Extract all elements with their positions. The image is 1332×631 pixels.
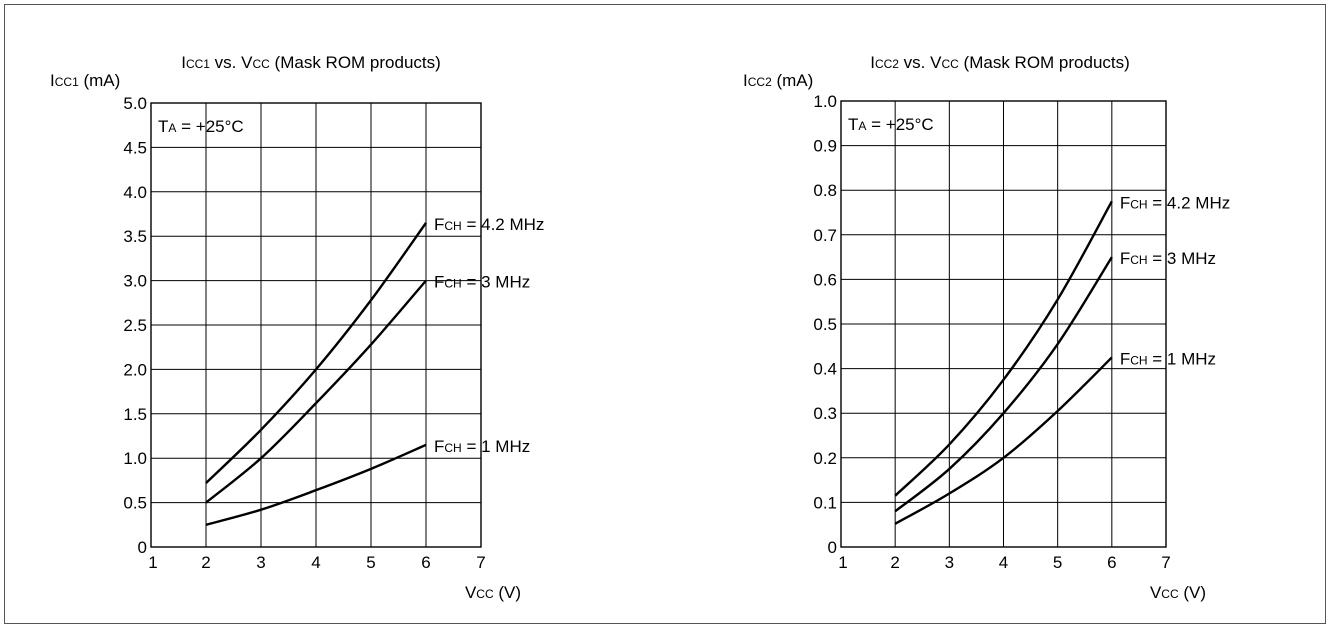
series-label: FCH = 4.2 MHz bbox=[1120, 193, 1230, 212]
x-axis-label: VCC (V) bbox=[1150, 583, 1206, 602]
x-axis-label: VCC (V) bbox=[465, 583, 521, 602]
y-tick-label: 0.5 bbox=[123, 494, 147, 513]
y-tick-label: 3.0 bbox=[123, 272, 147, 291]
condition-label: TA = +25°C bbox=[158, 117, 244, 136]
y-axis-label: ICC1 (mA) bbox=[50, 71, 120, 90]
y-tick-label: 0.7 bbox=[813, 226, 837, 245]
y-tick-label: 5.0 bbox=[123, 94, 147, 113]
series-label: FCH = 1 MHz bbox=[1120, 349, 1216, 368]
series-line bbox=[894, 200, 1113, 497]
x-tick-label: 7 bbox=[1161, 553, 1170, 572]
x-tick-label: 3 bbox=[256, 553, 265, 572]
y-tick-label: 1.5 bbox=[123, 405, 147, 424]
y-tick-label: 0.3 bbox=[813, 404, 837, 423]
x-tick-label: 2 bbox=[201, 553, 210, 572]
x-tick-label: 5 bbox=[1053, 553, 1062, 572]
y-tick-label: 0 bbox=[828, 538, 837, 557]
x-tick-label: 5 bbox=[366, 553, 375, 572]
x-tick-label: 4 bbox=[999, 553, 1008, 572]
condition-label: TA = +25°C bbox=[848, 115, 934, 134]
series-line bbox=[205, 443, 427, 526]
x-tick-label: 2 bbox=[890, 553, 899, 572]
series-label: FCH = 1 MHz bbox=[434, 437, 530, 456]
y-tick-label: 4.0 bbox=[123, 183, 147, 202]
x-tick-label: 3 bbox=[945, 553, 954, 572]
plot-area bbox=[150, 102, 482, 548]
x-tick-label: 4 bbox=[311, 553, 320, 572]
y-tick-label: 3.5 bbox=[123, 227, 147, 246]
x-tick-label: 1 bbox=[838, 553, 847, 572]
y-tick-label: 0.8 bbox=[813, 181, 837, 200]
chart-title: ICC2 vs. VCC (Mask ROM products) bbox=[870, 53, 1130, 72]
y-tick-label: 0.2 bbox=[813, 449, 837, 468]
y-tick-label: 0.9 bbox=[813, 137, 837, 156]
series-label: FCH = 4.2 MHz bbox=[434, 215, 544, 234]
series-label: FCH = 3 MHz bbox=[434, 273, 530, 292]
y-tick-label: 0.5 bbox=[813, 315, 837, 334]
series-line bbox=[894, 256, 1113, 513]
figure-frame bbox=[4, 4, 1326, 624]
y-tick-label: 2.0 bbox=[123, 360, 147, 379]
series-label: FCH = 3 MHz bbox=[1120, 249, 1216, 268]
y-tick-label: 2.5 bbox=[123, 316, 147, 335]
y-tick-label: 1.0 bbox=[123, 449, 147, 468]
x-tick-label: 7 bbox=[476, 553, 485, 572]
y-axis-label: ICC2 (mA) bbox=[743, 71, 813, 90]
series-line bbox=[205, 279, 427, 504]
series-line bbox=[894, 356, 1113, 525]
y-tick-label: 1.0 bbox=[813, 92, 837, 111]
series-line bbox=[205, 222, 427, 484]
y-tick-label: 4.5 bbox=[123, 138, 147, 157]
plot-area bbox=[840, 100, 1167, 548]
x-tick-label: 6 bbox=[1107, 553, 1116, 572]
x-tick-label: 1 bbox=[148, 553, 157, 572]
x-tick-label: 6 bbox=[421, 553, 430, 572]
y-tick-label: 0 bbox=[138, 538, 147, 557]
y-tick-label: 0.4 bbox=[813, 360, 837, 379]
chart-title: ICC1 vs. VCC (Mask ROM products) bbox=[181, 53, 441, 72]
y-tick-label: 0.6 bbox=[813, 270, 837, 289]
y-tick-label: 0.1 bbox=[813, 493, 837, 512]
